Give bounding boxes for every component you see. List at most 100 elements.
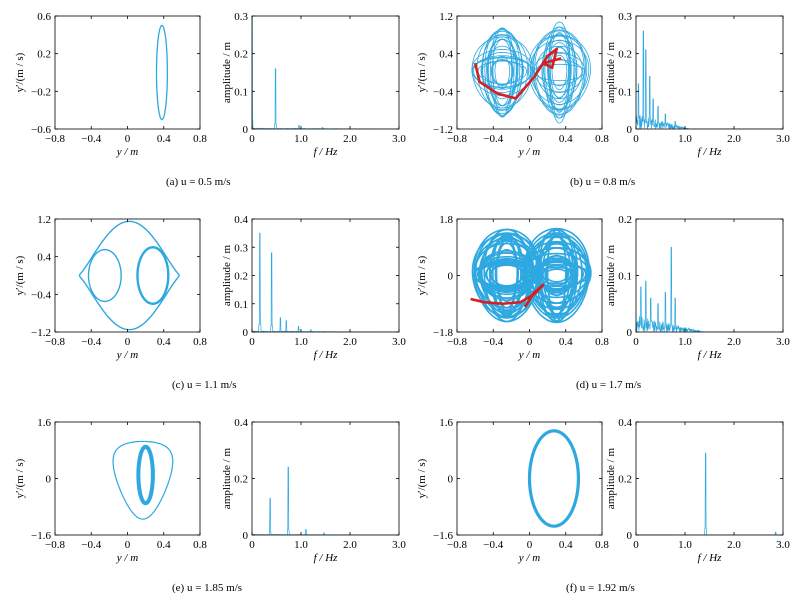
- phase-trajectory: [541, 39, 578, 106]
- x-axis-label: y / m: [116, 349, 138, 361]
- phase-trajectory: [547, 58, 571, 87]
- plot-area: [636, 246, 783, 332]
- x-tick-label: −0.4: [81, 336, 101, 348]
- x-axis-label: f / Hz: [314, 349, 339, 361]
- x-tick-label: 0.8: [193, 539, 207, 551]
- spectrum-line: [252, 232, 399, 332]
- y-tick-label: 0.3: [234, 242, 248, 254]
- phase-trajectory: [540, 259, 573, 292]
- x-tick-label: −0.8: [447, 133, 467, 145]
- chart-e-spectrum: 0 1.0 2.0 3.0 0 0.2 0.4 f / Hz amplitude / m: [221, 417, 406, 564]
- phase-orbit-inner: [136, 444, 155, 506]
- chart-b-phase: −0.8 −0.4 0 0.4 0.8 −1.2 −0.4 0.4 1.2 y / m y′/(m …: [416, 11, 609, 158]
- x-tick-label: 0.4: [157, 539, 171, 551]
- y-tick-label: −1.2: [31, 327, 51, 339]
- plot-area: [252, 16, 399, 129]
- y-tick-label: 0: [627, 530, 633, 542]
- x-tick-label: 3.0: [392, 336, 406, 348]
- phase-trajectory: [476, 34, 529, 111]
- y-tick-label: −1.8: [433, 327, 453, 339]
- x-tick-label: −0.4: [81, 539, 101, 551]
- x-tick-label: 2.0: [727, 336, 741, 348]
- chart-a-phase: −0.8 −0.4 0 0.4 0.8 −0.6 −0.2 0.2 0.6 y / m y′/(m …: [14, 11, 207, 158]
- phase-trajectory: [474, 232, 539, 319]
- phase-orbit-outer: [78, 220, 180, 331]
- y-axis-label: amplitude / m: [221, 448, 233, 510]
- x-tick-label: 0: [249, 336, 255, 348]
- plot-area: [78, 220, 180, 331]
- plot-area: [636, 452, 783, 535]
- caption-e: (e) u = 1.85 m/s: [172, 582, 243, 594]
- phase-trajectory: [482, 29, 523, 116]
- x-tick-label: 1.0: [294, 336, 308, 348]
- x-tick-label: 2.0: [343, 133, 357, 145]
- caption-d: (d) u = 1.7 m/s: [576, 379, 642, 391]
- plot-area: [252, 232, 399, 332]
- phase-trajectory: [533, 52, 586, 93]
- chart-b-spectrum: 0 1.0 2.0 3.0 0 0.1 0.2 0.3 f / Hz amplitude / m: [605, 11, 790, 158]
- x-tick-label: 0: [633, 336, 639, 348]
- x-tick-label: 3.0: [392, 539, 406, 551]
- y-tick-label: 0: [448, 271, 454, 283]
- y-tick-label: 0.6: [37, 11, 51, 23]
- chart-f-phase: −0.8 −0.4 0 0.4 0.8 −1.6 0 1.6 y / m y′/(m / s): [416, 417, 609, 564]
- y-tick-label: 0: [243, 124, 249, 136]
- phase-trajectory: [479, 260, 535, 291]
- phase-orbit-outer: [112, 440, 174, 520]
- y-tick-label: −0.6: [31, 124, 51, 136]
- y-tick-label: −0.4: [433, 86, 453, 98]
- phase-trajectory: [541, 241, 572, 310]
- phase-trajectory: [478, 252, 536, 299]
- phase-trajectory: [550, 46, 569, 99]
- x-tick-label: 0: [125, 336, 131, 348]
- axes-frame: [54, 218, 201, 333]
- y-tick-label: 0: [627, 124, 633, 136]
- x-tick-label: 3.0: [392, 133, 406, 145]
- x-tick-label: 0: [633, 133, 639, 145]
- y-tick-label: 0.2: [234, 271, 248, 283]
- x-tick-label: 2.0: [727, 539, 741, 551]
- y-axis-label: y′/(m / s): [14, 458, 26, 498]
- axes-frame: [251, 15, 400, 130]
- x-tick-label: 1.0: [678, 336, 692, 348]
- y-tick-label: −0.4: [31, 289, 51, 301]
- axes-frame: [251, 421, 400, 536]
- caption-f: (f) u = 1.92 m/s: [566, 582, 635, 594]
- phase-trajectory: [486, 39, 519, 106]
- phase-trajectory: [494, 55, 511, 90]
- x-tick-label: −0.4: [483, 539, 503, 551]
- phase-trajectory: [547, 42, 572, 103]
- y-tick-label: −1.2: [433, 124, 453, 136]
- x-axis-label: f / Hz: [698, 146, 723, 158]
- y-axis-label: y′/(m / s): [416, 52, 428, 92]
- chart-e-phase: −0.8 −0.4 0 0.4 0.8 −1.6 0 1.6 y / m y′/(m / s): [14, 417, 207, 564]
- axes-frame: [54, 15, 201, 130]
- axes-frame: [456, 15, 603, 130]
- y-tick-label: 1.2: [37, 214, 51, 226]
- phase-trajectory: [535, 229, 579, 322]
- phase-trajectory: [548, 26, 571, 119]
- phase-trajectory: [546, 234, 567, 317]
- axes-frame: [54, 421, 201, 536]
- y-tick-label: 1.6: [439, 417, 453, 429]
- x-tick-label: 1.0: [294, 133, 308, 145]
- y-tick-label: −0.2: [31, 86, 51, 98]
- x-tick-label: 3.0: [776, 336, 790, 348]
- phase-trajectory: [533, 63, 586, 82]
- x-tick-label: −0.4: [483, 336, 503, 348]
- x-axis-label: y / m: [518, 552, 540, 564]
- y-tick-label: 0.2: [37, 49, 51, 61]
- y-axis-label: amplitude / m: [605, 448, 617, 510]
- phase-trajectory: [536, 59, 583, 86]
- phase-trajectory: [492, 233, 522, 318]
- x-axis-label: f / Hz: [698, 349, 723, 361]
- x-tick-label: 0: [249, 133, 255, 145]
- y-axis-label: y′/(m / s): [14, 52, 26, 92]
- y-tick-label: 0.1: [618, 271, 632, 283]
- x-tick-label: −0.4: [81, 133, 101, 145]
- phase-trajectory: [481, 60, 524, 85]
- x-axis-label: f / Hz: [314, 146, 339, 158]
- caption-b: (b) u = 0.8 m/s: [570, 176, 636, 188]
- poincare-overlay: [470, 283, 545, 308]
- x-tick-label: 0: [527, 539, 533, 551]
